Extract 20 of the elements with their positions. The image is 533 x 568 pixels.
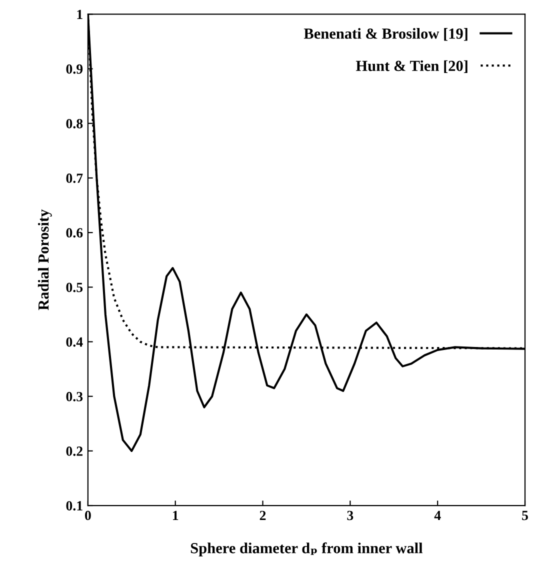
legend-label: Hunt & Tien [20] [356,60,468,73]
y-tick-label: 0.6 [66,228,83,238]
y-tick-label: 0.1 [66,501,82,511]
x-tick-label: 4 [434,510,441,520]
y-tick-label: 0.8 [66,118,83,128]
y-tick-label: 0.3 [66,392,83,402]
x-tick-label: 2 [260,510,266,520]
x-tick-label: 1 [173,510,178,520]
y-tick-label: 0.9 [66,64,83,74]
y-axis-title: Radial Porosity [38,209,52,310]
y-tick-label: 0.5 [66,282,83,292]
x-tick-label: 0 [85,510,91,520]
x-axis-title: Sphere diameter dₚ from inner wall [190,542,423,556]
y-tick-label: 0.4 [66,337,83,347]
y-tick-label: 0.2 [66,446,82,456]
x-tick-label: 3 [347,510,354,520]
y-tick-label: 1 [77,10,82,20]
legend-label: Benenati & Brosilow [19] [304,28,468,41]
x-tick-label: 5 [522,510,528,520]
y-tick-label: 0.7 [66,174,83,183]
